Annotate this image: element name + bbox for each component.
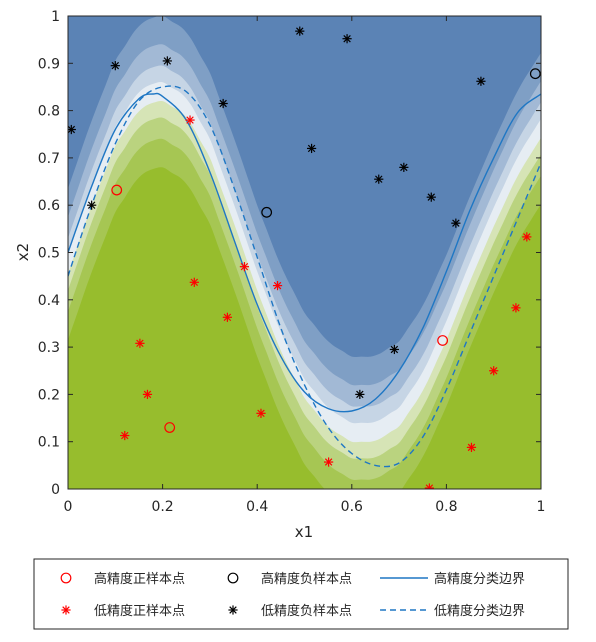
class-boundaries xyxy=(68,85,541,468)
x-tick-label: 0 xyxy=(64,499,73,515)
y-tick-label: 0.9 xyxy=(38,56,60,72)
star-point-2-14 xyxy=(522,232,532,242)
star-point-2-12 xyxy=(489,366,499,376)
star-point-3-6 xyxy=(306,143,317,154)
star-point-3-3 xyxy=(162,56,172,66)
star-point-2-3 xyxy=(272,281,283,291)
star-point-3-5 xyxy=(295,26,305,36)
star-point-3-1 xyxy=(87,200,97,210)
x-tick-label: 0.8 xyxy=(435,499,457,515)
circle-point-0-0 xyxy=(111,184,123,196)
star-point-3-8 xyxy=(355,389,365,399)
probability-bands xyxy=(68,16,541,489)
legend-item-4: 高精度分类边界 xyxy=(380,571,525,587)
legend-circle-marker xyxy=(227,572,239,584)
star-point-3-4 xyxy=(218,98,228,109)
x-tick-label: 1 xyxy=(537,499,546,515)
y-tick-label: 1 xyxy=(51,9,60,25)
legend-label: 低精度分类边界 xyxy=(434,603,525,619)
star-point-3-11 xyxy=(399,162,409,172)
legend-star-marker xyxy=(228,605,238,615)
circle-point-0-1 xyxy=(164,422,176,433)
legend-box xyxy=(33,558,569,630)
star-point-2-4 xyxy=(222,312,233,322)
y-tick-label: 0.6 xyxy=(38,198,60,214)
star-point-2-1 xyxy=(189,277,199,287)
axes: 0 0.2 0.4 0.6 0.8 1 0 0.1 0.2 0.3 0.4 0.5 0.6 0.7 0.8 0… xyxy=(38,9,546,515)
legend-circle-marker xyxy=(60,572,72,584)
star-point-3-14 xyxy=(476,76,486,86)
probability-band-8 xyxy=(68,167,541,489)
legend-label: 高精度正样本点 xyxy=(94,571,185,587)
circle-point-1-1 xyxy=(529,68,541,80)
star-point-2-2 xyxy=(239,262,250,272)
y-tick-label: 0.2 xyxy=(38,387,60,403)
legend-label: 低精度负样本点 xyxy=(261,603,352,619)
star-point-2-11 xyxy=(466,442,477,452)
star-point-3-12 xyxy=(426,192,436,202)
star-point-2-5 xyxy=(135,338,145,348)
star-point-2-9 xyxy=(324,457,334,467)
legend-star-marker xyxy=(61,605,71,615)
star-point-3-7 xyxy=(342,34,352,44)
circle-point-1-0 xyxy=(261,206,273,218)
star-point-2-8 xyxy=(256,408,266,418)
legend-item-1: 高精度负样本点 xyxy=(227,571,352,587)
star-point-2-10 xyxy=(424,483,434,489)
star-point-2-7 xyxy=(120,430,130,441)
plot-area xyxy=(68,16,541,489)
y-tick-label: 0.1 xyxy=(38,435,60,451)
star-point-3-10 xyxy=(389,344,399,355)
star-point-2-13 xyxy=(511,303,521,313)
star-point-2-6 xyxy=(142,389,153,399)
high-fidelity-boundary-line xyxy=(68,92,541,413)
x-tick-label: 0.6 xyxy=(341,499,363,515)
star-point-3-9 xyxy=(374,174,384,184)
circle-point-0-2 xyxy=(437,335,449,346)
y-tick-label: 0.4 xyxy=(38,293,60,309)
legend-item-5: 低精度分类边界 xyxy=(380,603,525,619)
legend-label: 高精度负样本点 xyxy=(261,571,352,587)
x-tick-label: 0.2 xyxy=(151,499,173,515)
star-point-3-13 xyxy=(451,218,461,228)
y-tick-label: 0.8 xyxy=(38,104,60,120)
y-tick-label: 0 xyxy=(51,482,60,498)
legend-item-3: 低精度负样本点 xyxy=(228,603,352,619)
y-tick-label: 0.3 xyxy=(38,340,60,356)
star-point-3-0 xyxy=(68,124,76,135)
sample-points xyxy=(68,26,541,489)
y-axis-label: x2 xyxy=(14,243,32,261)
low-fidelity-boundary-line xyxy=(68,85,541,468)
x-axis-label: x1 xyxy=(295,523,313,541)
legend-label: 高精度分类边界 xyxy=(434,571,525,587)
star-point-3-2 xyxy=(110,61,120,71)
y-tick-label: 0.7 xyxy=(38,151,60,167)
legend-label: 低精度正样本点 xyxy=(94,603,185,619)
legend-item-2: 低精度正样本点 xyxy=(61,603,185,619)
x-tick-label: 0.4 xyxy=(246,499,268,515)
star-point-2-0 xyxy=(185,115,195,125)
legend-item-0: 高精度正样本点 xyxy=(60,571,185,587)
y-tick-label: 0.5 xyxy=(38,246,60,262)
